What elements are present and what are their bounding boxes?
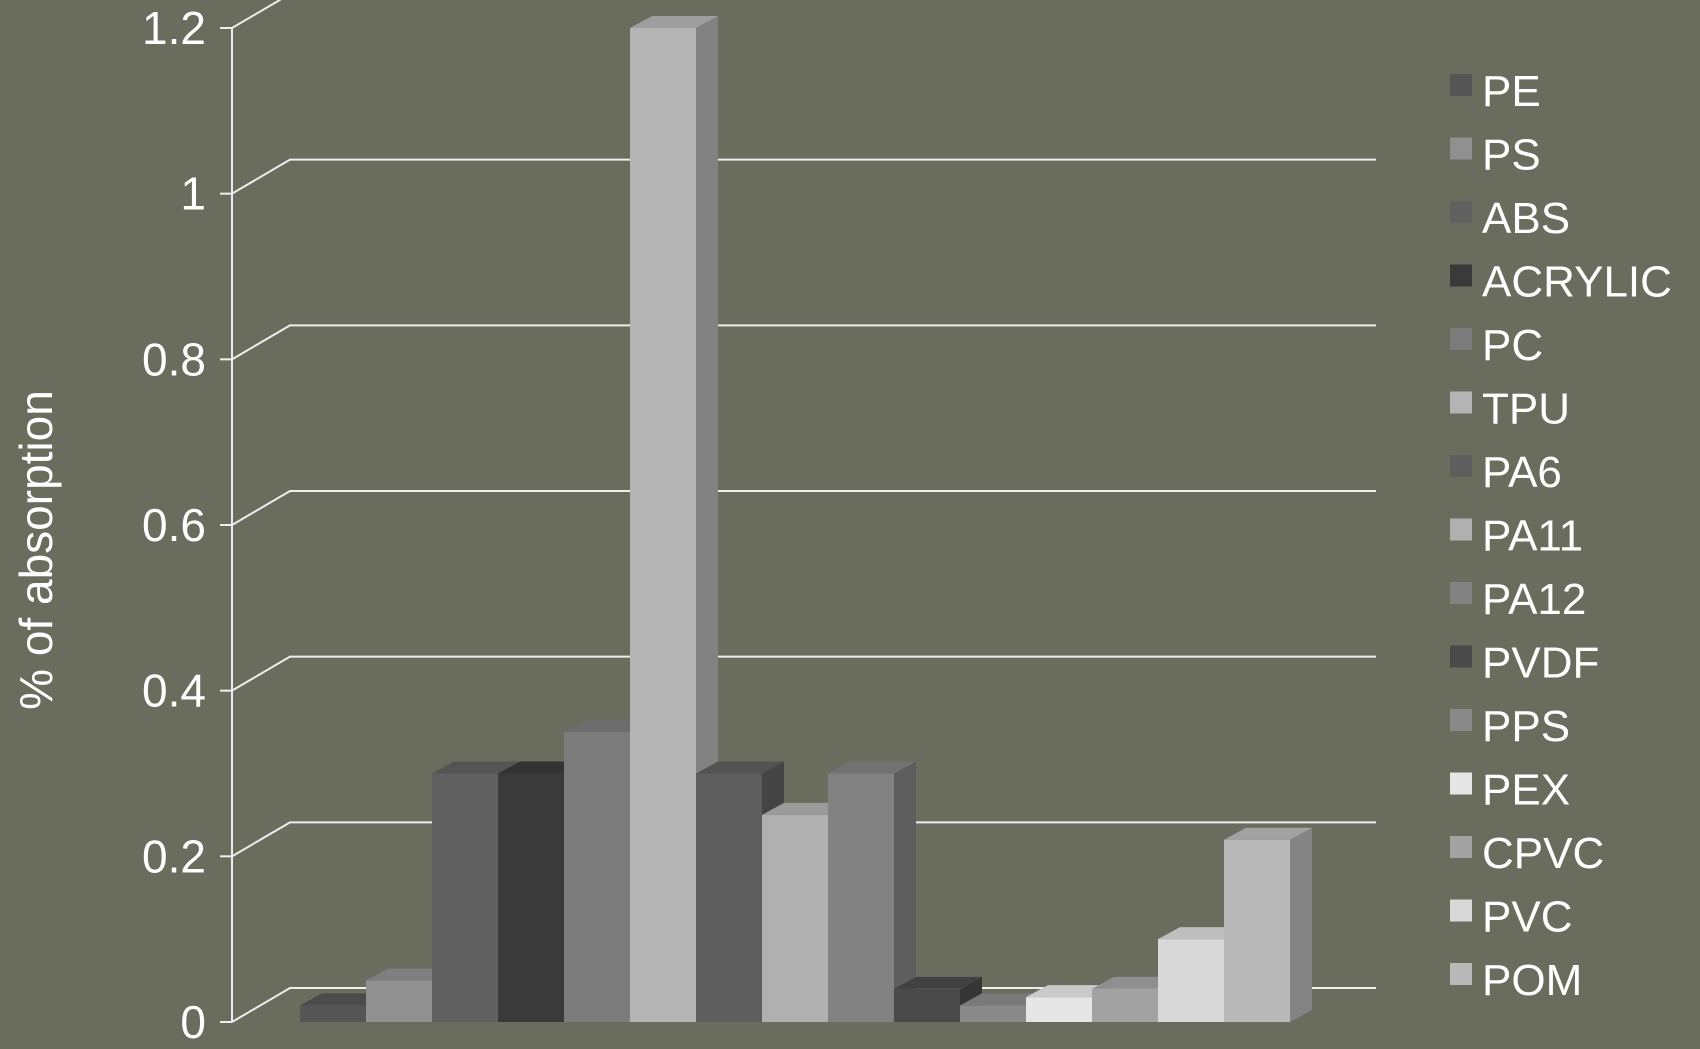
bar-front <box>828 773 894 1022</box>
bar-front <box>366 980 432 1022</box>
legend-label: PPS <box>1482 702 1570 751</box>
legend-swatch <box>1450 772 1472 795</box>
bar-front <box>1224 839 1290 1022</box>
bar-pvdf <box>894 976 982 1022</box>
y-tick-label: 1 <box>180 168 206 220</box>
bar-top <box>696 761 784 774</box>
legend-item: PS <box>1450 131 1541 180</box>
legend-swatch <box>1450 518 1472 541</box>
legend-label: TPU <box>1482 385 1570 434</box>
legend-label: ACRYLIC <box>1482 258 1672 307</box>
bar-side <box>894 761 916 1022</box>
legend-swatch <box>1450 137 1472 160</box>
legend-label: PEX <box>1482 766 1570 815</box>
bar-side <box>1290 827 1312 1022</box>
gridline <box>231 324 1376 361</box>
legend-label: PVC <box>1482 893 1572 942</box>
bar-pom <box>1224 827 1312 1022</box>
legend-item: PVDF <box>1450 639 1599 688</box>
legend-label: PS <box>1482 131 1541 180</box>
legend-label: PC <box>1482 321 1543 370</box>
y-tick-label: 0.2 <box>142 830 206 882</box>
legend-swatch <box>1450 264 1472 287</box>
legend-swatch <box>1450 201 1472 223</box>
legend-swatch <box>1450 328 1472 350</box>
bars <box>300 16 1312 1022</box>
y-tick-label: 0.6 <box>142 499 206 551</box>
legend-item: PA6 <box>1450 448 1562 497</box>
legend-item: ACRYLIC <box>1450 258 1672 307</box>
legend-label: PVDF <box>1482 639 1599 688</box>
bar-front <box>762 814 828 1022</box>
legend-label: POM <box>1482 956 1582 1005</box>
gridline <box>231 987 1376 1023</box>
legend-label: PA12 <box>1482 575 1586 624</box>
y-axis-label: % of absorption <box>10 390 62 710</box>
bar-front <box>960 1005 1026 1022</box>
bar-top <box>630 16 718 28</box>
legend-label: ABS <box>1482 194 1570 243</box>
y-tick-label: 0.4 <box>142 665 206 717</box>
gridline <box>231 821 1376 858</box>
legend-swatch <box>1450 645 1472 668</box>
bar-front <box>696 773 762 1022</box>
legend-item: ABS <box>1450 194 1570 243</box>
legend-swatch <box>1450 899 1472 922</box>
legend-item: PC <box>1450 321 1543 370</box>
y-tick-label: 0.8 <box>142 333 206 385</box>
legend-item: POM <box>1450 956 1582 1005</box>
bar-front <box>300 1005 366 1022</box>
bar-front <box>498 773 564 1022</box>
legend-swatch <box>1450 582 1472 604</box>
bar-top <box>1224 827 1312 840</box>
bar-top <box>828 761 916 774</box>
legend-swatch <box>1450 963 1472 985</box>
legend: PE PS ABS ACRYLIC PC TPU PA6 PA11 PA12 PVDF PPS PEX… <box>1450 67 1672 1005</box>
legend-swatch <box>1450 455 1472 477</box>
legend-item: CPVC <box>1450 829 1604 878</box>
gridline <box>231 0 282 29</box>
bar-front <box>1026 997 1092 1022</box>
legend-item: PVC <box>1450 893 1572 942</box>
gridline <box>231 655 1376 692</box>
bar-front <box>894 988 960 1022</box>
y-tick-label: 0 <box>180 996 206 1044</box>
bar-pa12 <box>828 761 916 1022</box>
legend-label: CPVC <box>1482 829 1604 878</box>
bar-front <box>630 28 696 1022</box>
bar-front <box>564 732 630 1022</box>
legend-swatch <box>1450 391 1472 414</box>
gridline <box>231 490 1376 526</box>
legend-item: TPU <box>1450 385 1570 434</box>
legend-label: PA11 <box>1482 512 1583 561</box>
legend-item: PA11 <box>1450 512 1583 561</box>
legend-item: PA12 <box>1450 575 1586 624</box>
legend-label: PE <box>1482 67 1541 116</box>
bar-top <box>432 761 520 774</box>
legend-swatch <box>1450 74 1472 96</box>
legend-swatch <box>1450 709 1472 731</box>
y-axis: 0 0.2 0.4 0.6 0.8 1 1.2 <box>142 2 233 1048</box>
bar-front <box>1092 988 1158 1022</box>
legend-item: PE <box>1450 67 1541 116</box>
legend-item: PEX <box>1450 766 1570 815</box>
gridlines <box>231 0 1376 1023</box>
legend-label: PA6 <box>1482 448 1562 497</box>
legend-swatch <box>1450 836 1472 858</box>
gridline <box>231 158 1376 195</box>
y-tick-label: 1.2 <box>142 2 206 54</box>
legend-item: PPS <box>1450 702 1570 751</box>
bar-front <box>432 773 498 1022</box>
bar-top <box>894 976 982 989</box>
bar-front <box>1158 939 1224 1022</box>
